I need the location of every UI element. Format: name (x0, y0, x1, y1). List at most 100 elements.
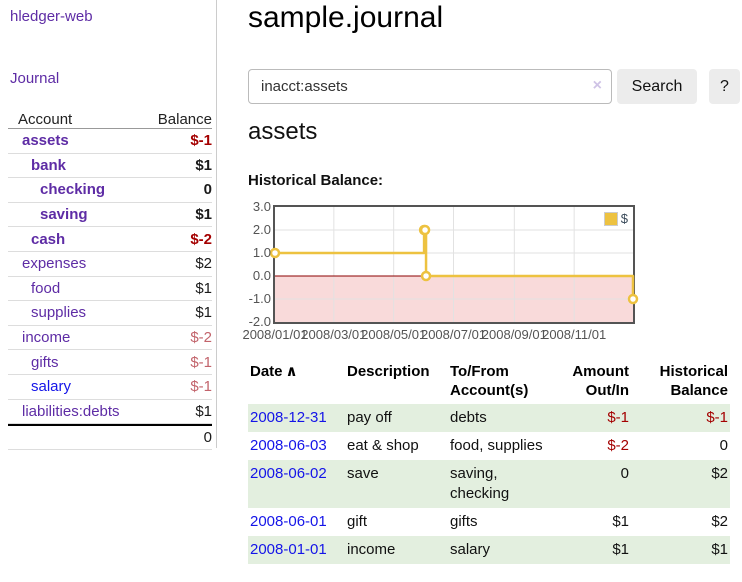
account-link-assets[interactable]: assets (22, 132, 69, 150)
accounts-total-row: 0 (8, 424, 212, 451)
txn-description: pay off (347, 409, 392, 426)
account-balance: $-1 (190, 353, 212, 371)
account-balance: $-1 (190, 378, 212, 396)
chart-legend: $ (601, 210, 630, 227)
txn-accounts: gifts (450, 513, 478, 530)
txn-historical: $2 (711, 513, 728, 530)
txn-amount: $1 (612, 513, 629, 530)
col-header-date-label: Date (250, 363, 283, 380)
col-header-date[interactable]: Date ∧ (248, 362, 345, 404)
account-row: bank $1 (8, 154, 212, 179)
y-axis-tick-label: 3.0 (252, 199, 271, 214)
account-link-salary[interactable]: salary (31, 378, 72, 396)
account-row: food $1 (8, 277, 212, 302)
txn-accounts: debts (450, 409, 487, 426)
account-link-saving[interactable]: saving (40, 206, 88, 224)
account-balance: 0 (203, 181, 212, 199)
register-row: 2008-06-03 eat & shop food, supplies $-2… (248, 432, 730, 460)
accounts-sidebar: Account Balance assets $-1 bank $1 check… (8, 105, 212, 451)
txn-date-link[interactable]: 2008-06-01 (250, 513, 327, 530)
register-row: 2008-01-01 income salary $1 $1 (248, 536, 730, 564)
register-header-row: Date ∧ Description To/From Account(s) Amo… (248, 362, 730, 404)
account-balance: $1 (195, 304, 212, 322)
col-header-historical: Historical Balance (659, 363, 728, 399)
sidebar-item-journal[interactable]: Journal (10, 70, 60, 87)
x-axis-tick-label: 2008/03/01 (301, 327, 367, 342)
txn-amount: $1 (612, 541, 629, 558)
account-link-cash[interactable]: cash (31, 230, 66, 248)
account-heading: assets (248, 118, 318, 145)
txn-amount: $-1 (607, 409, 629, 426)
x-axis-tick-label: 2008/09/01 (481, 327, 547, 342)
account-balance: $1 (195, 156, 212, 174)
txn-historical: 0 (719, 437, 728, 454)
txn-historical: $-1 (706, 409, 728, 426)
txn-accounts: food, supplies (450, 437, 543, 454)
app-brand-link[interactable]: hledger-web (10, 8, 93, 25)
account-balance: $1 (195, 402, 212, 420)
txn-date-link[interactable]: 2008-06-02 (250, 465, 327, 482)
x-axis-tick-label: 2008/07/01 (420, 327, 487, 342)
account-row: gifts $-1 (8, 350, 212, 375)
txn-description: income (347, 541, 396, 558)
y-axis-tick-label: 2.0 (252, 222, 271, 237)
chart-canvas (269, 207, 639, 322)
account-link-checking[interactable]: checking (40, 181, 106, 199)
historical-balance-chart: $ 3.0 2.0 1.0 0.0 -1.0 -2.0 2008/01/01 2008/03/… (242, 199, 742, 348)
account-balance: $-2 (190, 329, 212, 347)
txn-amount: $-2 (607, 437, 629, 454)
account-row: checking 0 (8, 178, 212, 203)
account-balance: $-1 (190, 132, 212, 150)
chart-plot-area: $ (269, 205, 639, 324)
account-link-expenses[interactable]: expenses (22, 255, 87, 273)
search-box: × (248, 69, 612, 104)
account-link-food[interactable]: food (31, 279, 61, 297)
txn-historical: $2 (711, 465, 728, 482)
txn-historical: $1 (711, 541, 728, 558)
account-row: liabilities:debts $1 (8, 400, 212, 425)
txn-date-link[interactable]: 2008-12-31 (250, 409, 327, 426)
account-link-income[interactable]: income (22, 329, 71, 347)
txn-description: eat & shop (347, 437, 419, 454)
account-row: expenses $2 (8, 252, 212, 277)
account-balance: $2 (195, 255, 212, 273)
txn-date-link[interactable]: 2008-06-03 (250, 437, 327, 454)
account-link-supplies[interactable]: supplies (31, 304, 87, 322)
account-row: assets $-1 (8, 129, 212, 154)
help-button[interactable]: ? (709, 69, 740, 104)
account-balance: $1 (195, 206, 212, 224)
account-row: income $-2 (8, 326, 212, 351)
account-link-gifts[interactable]: gifts (31, 353, 59, 371)
accounts-header-account: Account (18, 111, 73, 128)
txn-accounts: salary (450, 541, 491, 558)
accounts-header-balance: Balance (157, 111, 212, 128)
search-button[interactable]: Search (617, 69, 697, 104)
account-row: cash $-2 (8, 227, 212, 252)
accounts-total-value: 0 (203, 429, 212, 447)
register-row: 2008-12-31 pay off debts $-1 $-1 (248, 404, 730, 432)
account-balance: $-2 (190, 230, 212, 248)
sort-asc-icon: ∧ (285, 363, 298, 380)
account-link-liabilities-debts[interactable]: liabilities:debts (22, 402, 120, 420)
txn-amount: 0 (620, 465, 629, 482)
clear-search-icon[interactable]: × (592, 77, 602, 94)
sidebar-divider (216, 0, 217, 448)
account-row: saving $1 (8, 203, 212, 228)
x-axis-tick-label: 2008/05/01 (361, 327, 427, 342)
txn-accounts: saving, checking (450, 465, 510, 502)
register-row: 2008-06-02 save saving, checking 0 $2 (248, 460, 730, 508)
y-axis-tick-label: -1.0 (248, 291, 271, 306)
x-axis-tick-label: 2008/01/01 (242, 327, 308, 342)
register-table: Date ∧ Description To/From Account(s) Amo… (248, 362, 730, 564)
y-axis-tick-label: 1.0 (252, 245, 271, 260)
y-axis-tick-label: -2.0 (248, 314, 271, 329)
txn-date-link[interactable]: 2008-01-01 (250, 541, 327, 558)
txn-description: save (347, 465, 379, 482)
search-input[interactable] (248, 69, 612, 104)
col-header-tofrom: To/From Account(s) (450, 363, 529, 399)
y-axis-tick-label: 0.0 (252, 268, 271, 283)
account-balance: $1 (195, 279, 212, 297)
account-link-bank[interactable]: bank (31, 156, 67, 174)
col-header-description: Description (347, 363, 430, 380)
legend-label: $ (620, 211, 628, 226)
